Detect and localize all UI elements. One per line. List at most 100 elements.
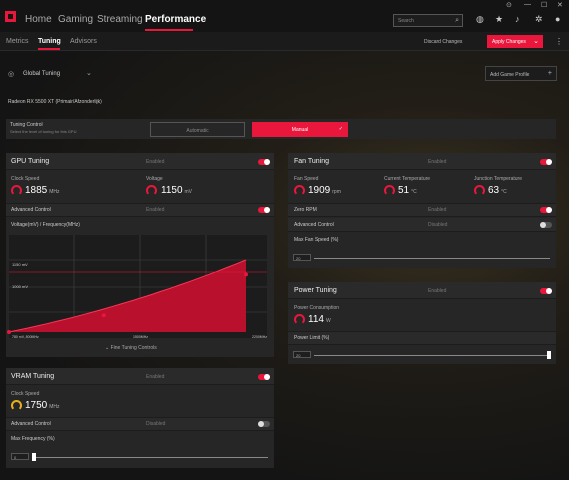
junction-temp-number: 63 [488, 185, 500, 196]
gpu-voltage-number: 1150 [161, 185, 183, 196]
power-limit-input[interactable]: 20 [293, 351, 311, 358]
tab-metrics[interactable]: Metrics [6, 38, 29, 45]
y-label-top: 1150 mV [12, 262, 28, 267]
power-limit-label: Power Limit (%) [294, 335, 330, 341]
vram-clock-label: Clock Speed [11, 391, 40, 397]
current-temp-value: 51 °C [398, 185, 417, 196]
search-input[interactable]: Search ⌕ [393, 14, 463, 27]
star-icon[interactable]: ★ [495, 14, 504, 24]
zero-rpm-toggle[interactable] [540, 207, 552, 213]
minimize-button[interactable]: — [524, 1, 531, 8]
fan-advanced-toggle[interactable] [540, 222, 552, 228]
voltage-frequency-chart: 1150 mV 1000 mV 780 mV, 800MHz 1500MHz 2… [7, 235, 267, 339]
junction-temp-gauge-icon [474, 185, 485, 196]
active-tab-indicator [145, 29, 193, 31]
maximize-button[interactable]: ☐ [541, 2, 548, 9]
gpu-clock-label: Clock Speed [11, 176, 40, 182]
add-game-profile-button[interactable]: Add Game Profile + [485, 66, 557, 81]
chevron-down-icon: ⌄ [533, 38, 539, 45]
vram-tuning-state: Enabled [146, 374, 165, 380]
tab-tuning[interactable]: Tuning [38, 38, 61, 45]
gpu-tuning-header [6, 153, 274, 170]
fan-tuning-state: Enabled [428, 159, 447, 165]
power-gauge-icon [294, 314, 305, 325]
vram-advanced-label: Advanced Control [11, 421, 51, 427]
profile-selector[interactable]: Global Tuning [23, 71, 61, 77]
gpu-tuning-toggle[interactable] [258, 159, 270, 165]
globe-icon: ◎ [8, 71, 15, 78]
power-limit-value: 20 [296, 353, 301, 358]
fine-tuning-toggle[interactable]: ⌄ Fine Tuning Controls [105, 345, 157, 351]
max-frequency-slider[interactable] [32, 457, 268, 458]
automatic-label: Automatic [186, 128, 209, 134]
power-consumption-label: Power Consumption [294, 305, 340, 311]
vram-clock-unit: MHz [49, 404, 60, 410]
fine-tuning-label: Fine Tuning Controls [110, 345, 157, 351]
gpu-clock-number: 1885 [25, 185, 48, 196]
fan-speed-gauge-icon [294, 185, 305, 196]
current-temp-label: Current Temperature [384, 176, 431, 182]
apply-changes-button[interactable]: Apply Changes ⌄ [487, 35, 543, 48]
tab-advisors[interactable]: Advisors [70, 38, 97, 45]
junction-temp-value: 63 °C [488, 185, 507, 196]
power-tuning-header [288, 282, 556, 299]
discard-changes-button[interactable]: Discard Changes [424, 39, 463, 45]
user-icon[interactable]: ● [555, 14, 561, 24]
fan-speed-value: 1909 rpm [308, 185, 341, 196]
automatic-button[interactable]: Automatic [150, 122, 245, 137]
gpu-advanced-state: Enabled [146, 207, 165, 213]
gpu-tuning-title: GPU Tuning [11, 158, 50, 165]
zero-rpm-label: Zero RPM [294, 207, 317, 213]
tab-performance[interactable]: Performance [145, 14, 207, 25]
vram-advanced-toggle[interactable] [258, 421, 270, 427]
fan-advanced-row [288, 218, 556, 232]
tab-streaming[interactable]: Streaming [97, 14, 143, 25]
gpu-clock-gauge-icon [11, 185, 22, 196]
tab-gaming[interactable]: Gaming [58, 14, 94, 25]
manual-button[interactable]: Manual ✓ [252, 122, 348, 137]
curve-control-point[interactable] [244, 272, 248, 277]
gear-icon[interactable]: ✲ [535, 14, 543, 24]
fan-advanced-label: Advanced Control [294, 222, 334, 228]
bell-icon[interactable]: ♪ [515, 14, 520, 24]
power-limit-thumb[interactable] [547, 351, 551, 359]
max-frequency-thumb[interactable] [32, 453, 36, 461]
vram-tuning-toggle[interactable] [258, 374, 270, 380]
help-icon[interactable]: ⊙ [506, 2, 512, 9]
fan-speed-number: 1909 [308, 185, 331, 196]
max-frequency-input[interactable]: 0 [11, 453, 29, 460]
manual-label: Manual [291, 127, 309, 133]
vram-clock-gauge-icon [11, 400, 22, 411]
zero-rpm-row [288, 203, 556, 217]
power-limit-row [288, 331, 556, 345]
tuning-control-desc: Select the level of tuning for this GPU [10, 129, 77, 134]
active-subtab-indicator [38, 48, 60, 50]
power-tuning-toggle[interactable] [540, 288, 552, 294]
more-options-icon[interactable]: ⋮ [555, 37, 563, 46]
curve-control-point[interactable] [101, 313, 106, 318]
chevron-down-icon[interactable]: ⌄ [86, 70, 92, 77]
check-icon: ✓ [338, 126, 343, 132]
max-fan-speed-slider[interactable] [314, 258, 550, 259]
max-fan-speed-input[interactable]: 20 [293, 254, 311, 261]
x-label-mid: 1500MHz [133, 335, 148, 339]
gpu-advanced-label: Advanced Control [11, 207, 51, 213]
gpu-advanced-row [6, 203, 274, 217]
gpu-advanced-toggle[interactable] [258, 207, 270, 213]
fan-tuning-toggle[interactable] [540, 159, 552, 165]
amd-logo-icon [5, 11, 16, 22]
tab-home[interactable]: Home [25, 14, 52, 25]
gpu-voltage-unit: mV [184, 189, 193, 195]
close-button[interactable]: ✕ [557, 2, 563, 9]
power-limit-slider[interactable] [314, 355, 550, 356]
gpu-name: Radeon RX 5500 XT (Primair/Afzonderlijk) [8, 99, 102, 105]
curve-control-point[interactable] [7, 330, 11, 334]
fan-advanced-state: Disabled [428, 222, 448, 228]
globe-icon[interactable]: ◍ [476, 14, 484, 24]
gpu-clock-value: 1885 MHz [25, 185, 60, 196]
vram-tuning-header [6, 368, 274, 385]
power-tuning-title: Power Tuning [294, 287, 337, 294]
top-bar [0, 0, 569, 32]
max-fan-speed-label: Max Fan Speed (%) [294, 237, 339, 243]
current-temp-gauge-icon [384, 185, 395, 196]
